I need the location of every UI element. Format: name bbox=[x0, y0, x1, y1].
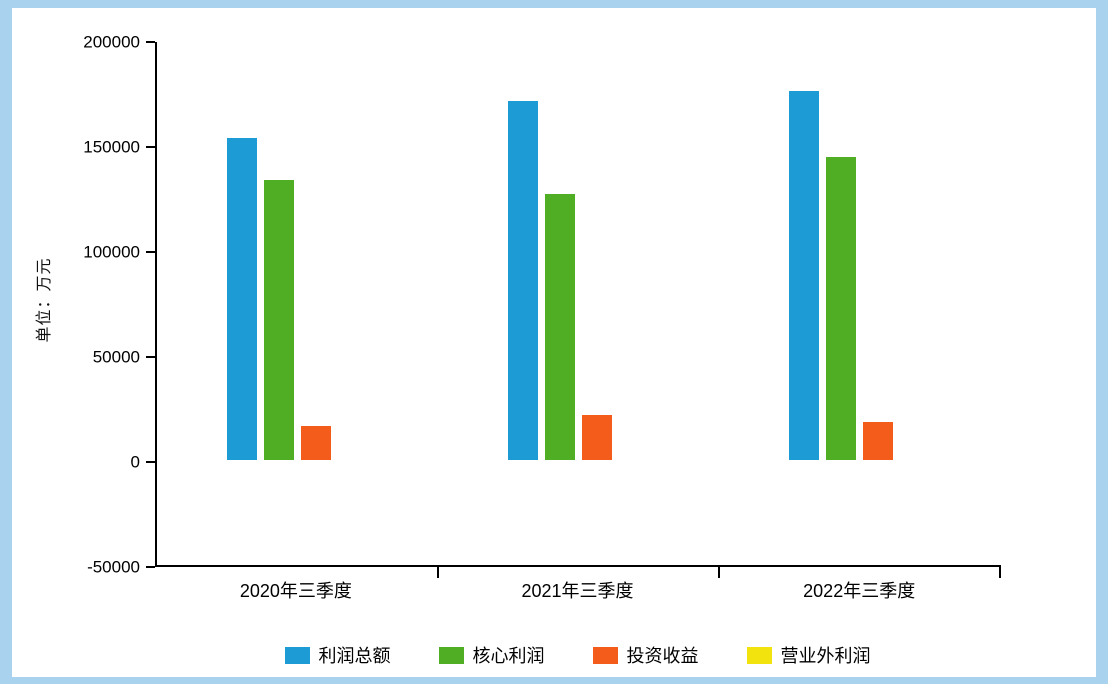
bar-group bbox=[719, 42, 1000, 461]
legend-label: 投资收益 bbox=[626, 646, 699, 666]
y-tick-label: 0 bbox=[130, 452, 140, 472]
plot-area bbox=[155, 42, 1001, 578]
y-tick-mark bbox=[146, 146, 155, 148]
y-tick-mark bbox=[146, 251, 155, 253]
x-category-label: 2022年三季度 bbox=[803, 581, 916, 601]
x-tick-mark bbox=[717, 565, 720, 578]
y-tick-label: 50000 bbox=[92, 347, 140, 367]
legend-label: 核心利润 bbox=[472, 646, 545, 666]
x-tick-mark bbox=[436, 565, 439, 578]
bar bbox=[507, 100, 538, 461]
y-tick-mark bbox=[146, 566, 155, 568]
legend-item: 投资收益 bbox=[592, 642, 699, 668]
bar bbox=[825, 157, 856, 461]
y-tick-mark bbox=[146, 41, 155, 43]
bar bbox=[300, 425, 331, 461]
legend-swatch bbox=[284, 646, 310, 664]
y-tick-mark bbox=[146, 461, 155, 463]
legend-label: 营业外利润 bbox=[780, 646, 871, 666]
y-tick-label: -50000 bbox=[87, 557, 140, 577]
legend-item: 营业外利润 bbox=[746, 642, 871, 668]
y-axis: 200000 150000 100000 50000 0 -50000 bbox=[12, 34, 155, 576]
y-tick-mark bbox=[146, 356, 155, 358]
legend-swatch bbox=[746, 646, 772, 664]
bar-group bbox=[157, 42, 438, 461]
legend-swatch bbox=[438, 646, 464, 664]
bar bbox=[788, 91, 819, 461]
legend: 利润总额 核心利润 投资收益 营业外利润 bbox=[155, 642, 1000, 668]
bar bbox=[226, 138, 257, 461]
legend-swatch bbox=[592, 646, 618, 664]
y-tick-label: 200000 bbox=[83, 32, 140, 52]
legend-label: 利润总额 bbox=[318, 646, 391, 666]
y-tick-label: 150000 bbox=[83, 137, 140, 157]
bar-group bbox=[438, 42, 719, 461]
x-tick-mark bbox=[999, 565, 1001, 578]
legend-item: 利润总额 bbox=[284, 642, 391, 668]
x-category-label: 2020年三季度 bbox=[239, 581, 352, 601]
bar bbox=[263, 180, 294, 461]
x-category-label: 2021年三季度 bbox=[521, 581, 634, 601]
y-tick-label: 100000 bbox=[83, 242, 140, 262]
bar bbox=[862, 421, 893, 461]
bar bbox=[581, 415, 612, 461]
x-axis-labels: 2020年三季度 2021年三季度 2022年三季度 bbox=[155, 577, 1000, 603]
bar bbox=[544, 193, 575, 461]
legend-item: 核心利润 bbox=[438, 642, 545, 668]
